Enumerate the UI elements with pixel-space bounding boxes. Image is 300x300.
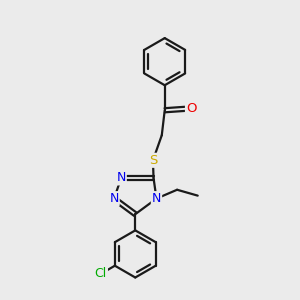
Text: N: N [110, 192, 119, 205]
Text: N: N [152, 192, 161, 205]
Text: Cl: Cl [95, 267, 107, 280]
Text: O: O [186, 102, 196, 115]
Text: N: N [116, 172, 126, 184]
Text: S: S [149, 154, 157, 167]
